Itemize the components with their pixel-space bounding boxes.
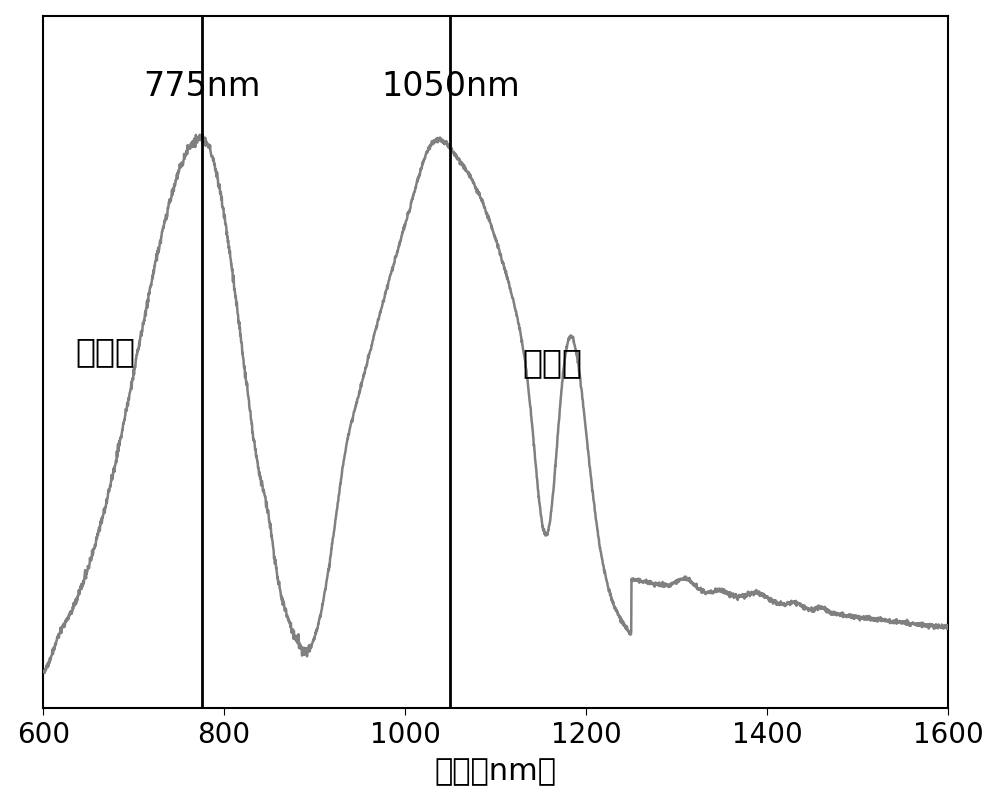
Text: 1050nm: 1050nm [381, 70, 520, 103]
Text: 775nm: 775nm [143, 70, 260, 103]
Text: 发射峰: 发射峰 [523, 346, 583, 379]
X-axis label: 波长（nm）: 波长（nm） [435, 756, 557, 785]
Text: 吸收峰: 吸收峰 [75, 335, 135, 368]
